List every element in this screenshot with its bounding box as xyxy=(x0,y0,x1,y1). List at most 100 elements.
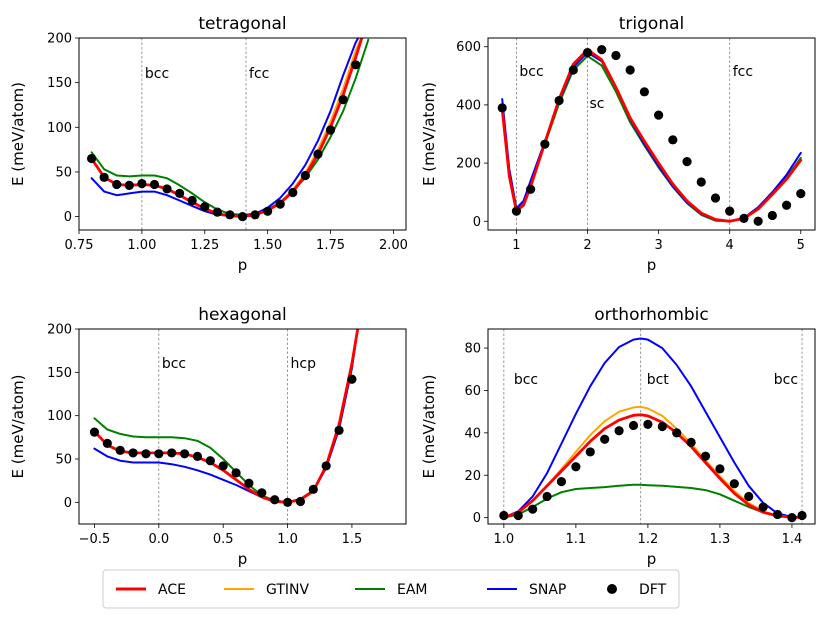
dft-point xyxy=(225,210,235,220)
dft-point xyxy=(554,95,564,106)
dft-point xyxy=(772,509,783,520)
y-tick-label: 60 xyxy=(464,384,481,399)
y-tick-label: 200 xyxy=(47,32,72,47)
dft-point xyxy=(89,427,100,437)
y-tick-label: 150 xyxy=(47,76,72,91)
dft-point xyxy=(351,60,361,70)
x-axis-label: p xyxy=(238,256,248,274)
plot-area xyxy=(86,38,370,230)
dft-point xyxy=(313,149,323,159)
series-snap-line xyxy=(502,337,803,519)
dft-point xyxy=(700,451,711,461)
x-tick-label: 5 xyxy=(797,238,805,253)
y-tick-label: 600 xyxy=(456,40,481,55)
x-tick-label: 1.0 xyxy=(494,532,515,547)
x-tick-label: 1.25 xyxy=(190,238,219,253)
dft-point xyxy=(526,184,536,194)
dft-point xyxy=(542,491,552,502)
y-tick-label: 400 xyxy=(456,98,481,113)
dft-point xyxy=(179,449,190,459)
series-gtinv-line xyxy=(90,38,363,218)
series-eam-line xyxy=(502,483,803,519)
dft-point xyxy=(338,95,348,105)
annotation-bct: bct xyxy=(647,372,670,388)
dft-point xyxy=(187,195,197,206)
y-tick-label: 50 xyxy=(55,165,72,180)
x-tick-label: 1.75 xyxy=(316,238,345,253)
dft-point xyxy=(639,87,649,97)
dft-point xyxy=(787,513,797,523)
y-tick-label: 0 xyxy=(64,210,72,225)
dft-point xyxy=(321,461,331,471)
series-gtinv-line xyxy=(93,329,359,504)
dft-point xyxy=(614,426,624,436)
x-tick-label: 1.2 xyxy=(638,532,659,547)
dft-point xyxy=(149,179,160,190)
x-tick-label: 0.75 xyxy=(65,238,94,253)
dft-point xyxy=(250,210,260,220)
chart-title: orthorhombic xyxy=(594,305,709,325)
dft-point xyxy=(611,50,621,61)
series-snap-line xyxy=(93,329,359,504)
plot-area xyxy=(89,329,360,524)
dft-point xyxy=(499,510,509,521)
dft-point xyxy=(513,510,523,521)
annotation-bcc: bcc xyxy=(145,66,169,82)
dft-point xyxy=(582,47,593,58)
panel-tetragonal: tetragonal 0.75 1.00 1.25 1.50 1.75 2.00 0 50 100… xyxy=(9,14,408,274)
dft-point xyxy=(300,170,310,181)
x-tick-label: 0.0 xyxy=(148,532,169,547)
dft-point xyxy=(124,180,134,190)
x-tick-label: 1 xyxy=(512,238,520,253)
y-tick-label: 20 xyxy=(464,469,481,484)
chart-title: trigonal xyxy=(619,14,685,34)
axes-frame xyxy=(487,37,816,231)
dft-point xyxy=(797,510,807,521)
series-gtinv-line xyxy=(502,405,803,519)
x-tick-label: 1.50 xyxy=(253,238,282,253)
dft-point xyxy=(205,456,215,466)
dft-point xyxy=(162,184,172,194)
dft-point xyxy=(696,177,706,187)
x-axis-label: p xyxy=(647,256,657,274)
dft-point xyxy=(767,210,777,221)
dft-point xyxy=(710,193,721,203)
annotation-fcc: fcc xyxy=(249,66,269,82)
dft-point xyxy=(154,449,164,459)
dft-point xyxy=(540,139,550,149)
dft-point xyxy=(200,202,210,212)
dft-point xyxy=(128,448,138,458)
legend-label-eam: EAM xyxy=(397,582,428,598)
dft-point xyxy=(334,425,344,435)
axes-frame xyxy=(487,328,816,525)
dft-point xyxy=(744,491,754,502)
dft-point xyxy=(137,178,147,189)
dft-point xyxy=(668,135,678,145)
annotation-bcc: bcc xyxy=(514,372,538,388)
dft-point xyxy=(600,434,610,444)
dft-point xyxy=(112,179,122,190)
dft-point xyxy=(654,110,664,120)
y-tick-label: 200 xyxy=(47,323,72,338)
dft-point xyxy=(715,464,725,474)
x-axis-label: p xyxy=(647,550,657,568)
dft-point xyxy=(528,504,538,514)
annotation-fcc: fcc xyxy=(733,64,753,80)
y-tick-label: 80 xyxy=(464,342,481,357)
axes-frame xyxy=(78,328,407,525)
x-tick-label: −0.5 xyxy=(79,532,111,547)
dft-point xyxy=(167,448,177,458)
dft-point xyxy=(643,419,653,429)
dft-point xyxy=(263,206,273,216)
dft-point xyxy=(758,502,768,512)
plot-area xyxy=(497,38,806,230)
dft-point xyxy=(585,447,595,457)
y-tick-label: 150 xyxy=(47,366,72,381)
dft-point xyxy=(753,216,763,226)
dft-point xyxy=(686,437,696,447)
series-ace-line xyxy=(500,48,803,223)
x-tick-label: 2.00 xyxy=(379,238,408,253)
dft-point xyxy=(231,468,241,478)
legend-label-dft: DFT xyxy=(639,582,667,598)
dft-point xyxy=(218,461,228,471)
